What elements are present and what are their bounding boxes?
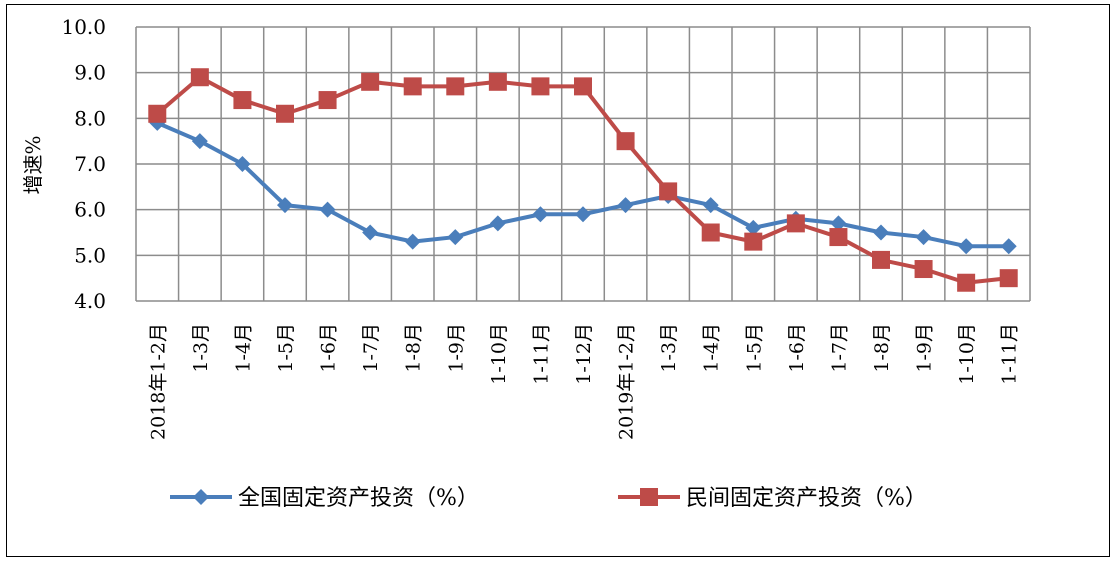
data-point-diamond [234,156,251,172]
y-tick-label: 6.0 [74,198,106,222]
gridlines [135,26,1031,302]
x-tick-label: 2019年1-2月 [616,323,638,440]
data-point-square [744,232,763,251]
data-point-diamond [830,215,847,232]
data-point-diamond [958,238,975,255]
data-point-diamond [489,215,506,232]
data-point-diamond [447,229,464,246]
y-tick-label: 7.0 [74,152,106,176]
data-point-square [233,91,252,110]
x-tick-label: 1-9月 [914,323,936,373]
data-point-square [957,273,976,292]
x-tick-label: 1-7月 [360,323,382,373]
x-tick-label: 1-10月 [956,323,978,385]
data-point-square [446,77,465,96]
x-tick-label: 1-11月 [999,323,1021,385]
series-layer [148,68,1018,292]
x-tick-label: 2018年1-2月 [147,323,169,440]
data-point-square [148,104,167,123]
data-point-diamond [745,219,762,236]
y-tick-label: 9.0 [74,61,106,85]
data-point-square [872,250,890,269]
data-point-square [276,104,294,123]
x-tick-label: 1-9月 [445,323,467,373]
x-tick-label: 1-4月 [701,323,723,373]
x-tick-label: 1-4月 [232,323,254,373]
data-point-square [403,77,422,96]
data-point-square [531,77,550,96]
data-point-diamond [277,197,293,214]
data-point-diamond [702,197,719,214]
data-point-square [574,77,592,96]
x-tick-label: 1-6月 [786,323,808,373]
data-point-square [829,228,848,247]
data-point-diamond [532,206,549,223]
x-tick-label: 1-3月 [190,323,212,373]
data-point-square [318,91,337,110]
x-tick-label: 1-12月 [573,323,595,385]
data-point-square [659,182,678,201]
data-point-diamond [873,224,889,241]
legend-marker-diamond [193,489,209,505]
legend: 全国固定资产投资（%） 民间固定资产投资（%） [170,486,927,511]
data-point-square [999,269,1018,288]
data-point-diamond [191,133,208,150]
x-tick-label: 1-11月 [530,323,552,385]
data-point-diamond [1000,238,1017,255]
x-axis-ticks: 2018年1-2月 1-3月 1-4月 1-5月 1-6月 1-7月 1-8月 1-9月 1-1… [147,323,1020,440]
y-tick-label: 4.0 [74,289,106,313]
data-point-square [190,68,209,87]
data-point-square [786,214,805,233]
data-point-square [616,132,635,151]
x-tick-label: 1-5月 [275,323,297,373]
y-tick-label: 10.0 [61,15,106,39]
y-axis-ticks: 4.0 5.0 6.0 7.0 8.0 9.0 10.0 [61,15,106,313]
legend-marker-square [640,488,658,506]
data-point-diamond [575,206,591,223]
data-point-square [361,72,380,91]
data-point-square [914,260,933,279]
data-point-diamond [362,224,379,241]
x-tick-label: 1-5月 [743,323,765,373]
legend-label: 民间固定资产投资（%） [686,486,927,511]
y-tick-label: 8.0 [74,106,106,130]
x-tick-label: 1-8月 [871,323,893,373]
y-axis-label: 增速% [21,135,45,194]
legend-label: 全国固定资产投资（%） [238,486,479,511]
data-point-square [701,223,720,242]
data-point-diamond [319,201,336,218]
x-tick-label: 1-8月 [403,323,425,373]
chart-frame [6,4,1110,557]
x-tick-label: 1-6月 [318,323,340,373]
data-point-square [488,72,507,91]
data-point-diamond [404,233,421,250]
x-tick-label: 1-10月 [488,323,510,385]
x-tick-label: 1-7月 [828,323,850,373]
x-tick-label: 1-3月 [658,323,680,373]
data-point-diamond [915,229,932,246]
data-point-diamond [617,197,634,214]
y-tick-label: 5.0 [74,243,106,267]
